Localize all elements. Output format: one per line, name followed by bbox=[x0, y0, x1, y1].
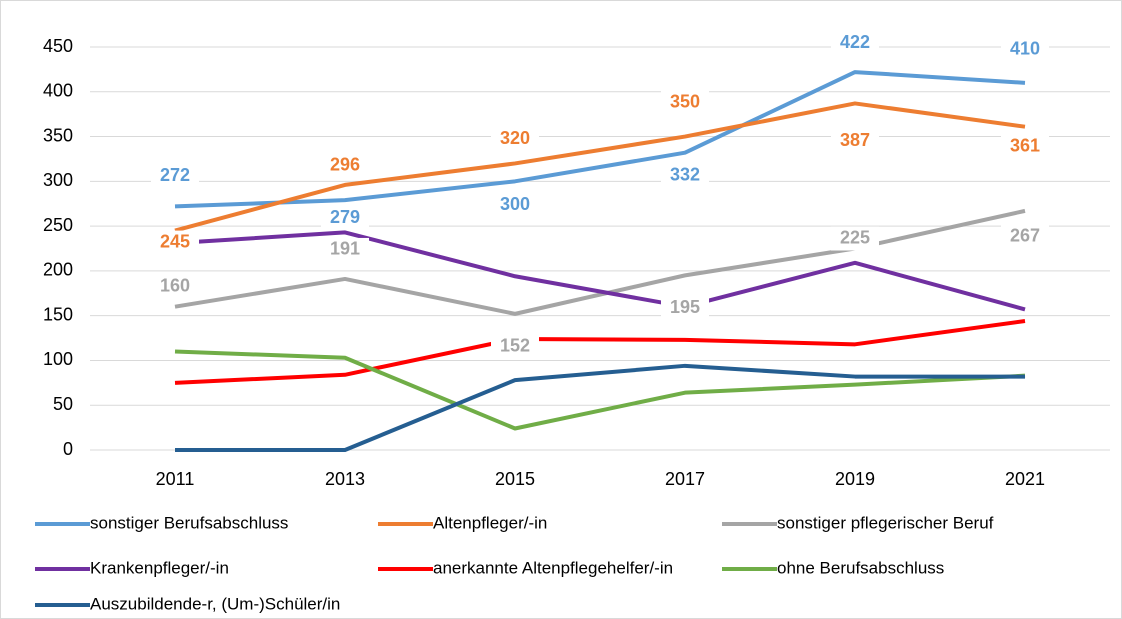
y-tick-label: 150 bbox=[43, 304, 73, 324]
data-label-bg bbox=[1001, 224, 1049, 249]
data-label: 195 bbox=[670, 297, 700, 317]
data-label: 225 bbox=[840, 227, 870, 247]
data-label: 350 bbox=[670, 91, 700, 111]
series-line bbox=[174, 349, 1026, 431]
data-label-bg bbox=[151, 164, 199, 189]
data-label: 296 bbox=[330, 155, 360, 175]
x-tick-label: 2013 bbox=[325, 469, 365, 489]
data-label: 422 bbox=[840, 32, 870, 52]
data-label-bg bbox=[661, 90, 709, 115]
legend-label: ohne Berufsabschluss bbox=[777, 558, 944, 577]
data-label-bg bbox=[321, 237, 369, 262]
data-label: 267 bbox=[1010, 226, 1040, 246]
legend-label: sonstiger pflegerischer Beruf bbox=[777, 513, 994, 532]
x-tick-label: 2011 bbox=[156, 469, 195, 489]
data-label: 387 bbox=[840, 130, 870, 150]
data-label-bg bbox=[151, 274, 199, 299]
y-tick-label: 100 bbox=[43, 349, 73, 369]
data-label-bg bbox=[831, 31, 879, 56]
legend-label: Krankenpfleger/-in bbox=[90, 558, 229, 577]
y-tick-label: 300 bbox=[43, 170, 73, 190]
data-label: 152 bbox=[500, 336, 530, 356]
data-label: 320 bbox=[500, 128, 530, 148]
series-line bbox=[174, 319, 1026, 385]
data-label-bg bbox=[661, 163, 709, 188]
data-label-bg bbox=[1001, 37, 1049, 62]
data-label-bg bbox=[491, 127, 539, 152]
x-tick-label: 2019 bbox=[835, 469, 875, 489]
data-label-bg bbox=[831, 226, 879, 251]
y-tick-label: 350 bbox=[43, 125, 73, 145]
series-line bbox=[175, 363, 1025, 452]
x-tick-label: 2017 bbox=[665, 469, 705, 489]
data-label: 160 bbox=[160, 275, 190, 295]
legend-label: anerkannte Altenpflegehelfer/-in bbox=[433, 558, 673, 577]
data-label: 279 bbox=[330, 207, 360, 227]
legend-label: Auszubildende-r, (Um-)Schüler/in bbox=[90, 594, 340, 613]
data-label-bg bbox=[321, 206, 369, 231]
data-label-bg bbox=[661, 296, 709, 321]
data-label-bg bbox=[491, 193, 539, 218]
legend-label: Altenpfleger/-in bbox=[433, 513, 547, 532]
data-label: 191 bbox=[330, 239, 360, 259]
data-label: 272 bbox=[160, 165, 190, 185]
data-label-bg bbox=[491, 334, 539, 359]
y-tick-label: 450 bbox=[43, 36, 73, 56]
legend-label: sonstiger Berufsabschluss bbox=[90, 513, 288, 532]
x-tick-label: 2021 bbox=[1005, 469, 1045, 489]
data-label: 300 bbox=[500, 194, 530, 214]
y-tick-label: 0 bbox=[63, 439, 73, 459]
data-label: 332 bbox=[670, 164, 700, 184]
data-label-bg bbox=[321, 153, 369, 178]
data-label-bg bbox=[831, 129, 879, 154]
data-label: 410 bbox=[1010, 39, 1040, 59]
x-tick-label: 2015 bbox=[495, 469, 535, 489]
data-label-bg bbox=[1001, 134, 1049, 159]
y-tick-label: 250 bbox=[43, 215, 73, 235]
series-line bbox=[174, 101, 1026, 233]
y-tick-label: 200 bbox=[43, 260, 73, 280]
y-tick-label: 400 bbox=[43, 81, 73, 101]
data-label-bg bbox=[151, 230, 199, 255]
series-line bbox=[174, 230, 1026, 312]
data-label: 245 bbox=[160, 231, 190, 251]
y-tick-label: 50 bbox=[53, 394, 73, 414]
data-label: 361 bbox=[1010, 135, 1040, 155]
series-line bbox=[174, 70, 1026, 209]
series-line bbox=[174, 208, 1026, 316]
